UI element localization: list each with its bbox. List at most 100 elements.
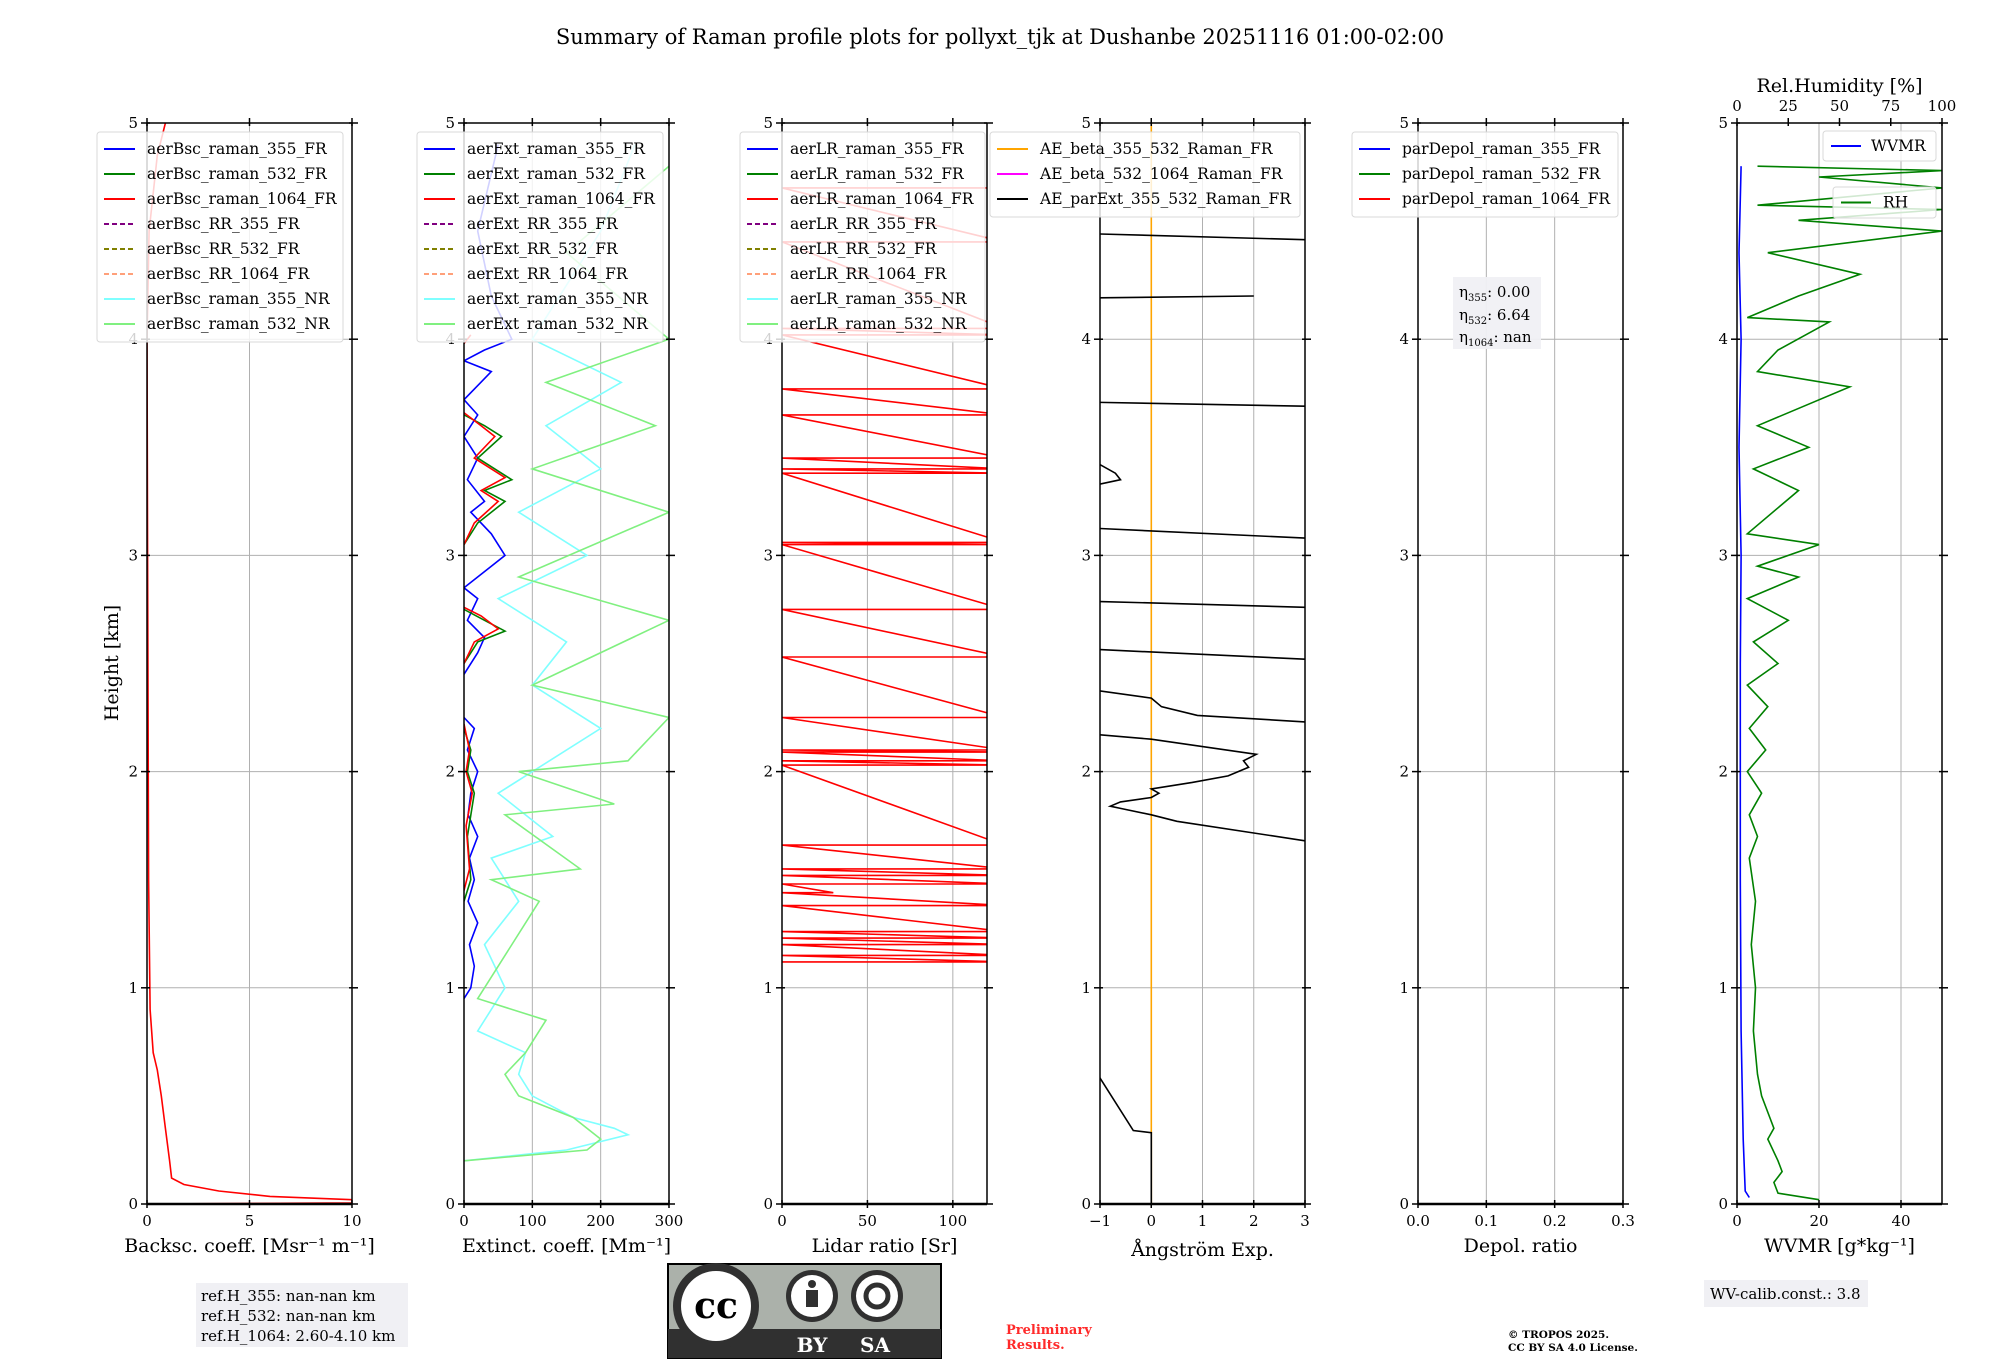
legend-label: aerExt_RR_355_FR (467, 215, 619, 233)
top-x-tick-label: 0 (1732, 97, 1742, 115)
eta-box: η355: 0.00 η532: 6.64 η1064: nan (1453, 277, 1541, 349)
legend-label: aerLR_raman_532_NR (790, 315, 968, 333)
y-tick-label: 2 (763, 763, 773, 781)
y-tick-label: 3 (763, 546, 773, 564)
legend-label: aerBsc_raman_1064_FR (147, 190, 338, 208)
x-axis-label: Depol. ratio (1464, 1235, 1578, 1257)
x-tick-label: 100 (939, 1212, 968, 1230)
legend-label: aerBsc_raman_355_NR (147, 290, 331, 308)
legend-label: aerBsc_RR_532_FR (147, 240, 301, 258)
series-line-aerExt_raman_355_NR (464, 144, 636, 1162)
legend-label: aerExt_raman_1064_FR (467, 190, 656, 208)
sa-label: SA (860, 1333, 890, 1357)
cc-by-sa-logo: cc BY SA (667, 1263, 942, 1359)
x-tick-label: −1 (1089, 1212, 1111, 1230)
panel-3: 050100012345Lidar ratio [Sr]aerLR_raman_… (739, 114, 993, 1257)
y-tick-label: 5 (445, 114, 455, 132)
y-tick-label: 0 (1718, 1195, 1728, 1213)
preliminary-note-2: Results. (1006, 1338, 1065, 1353)
panel-1: 0510012345Backsc. coeff. [Msr⁻¹ m⁻¹]aerB… (96, 114, 375, 1257)
x-tick-label: 50 (858, 1212, 877, 1230)
top-x-tick-label: 75 (1881, 97, 1900, 115)
legend-label: RH (1883, 194, 1908, 212)
y-tick-label: 3 (1081, 546, 1091, 564)
series-line-aerExt_raman_1064_FR (464, 334, 507, 891)
y-axis-label: Height [km] (101, 605, 123, 721)
legend-label: aerExt_RR_1064_FR (467, 265, 629, 283)
legend-wvmr: WVMR (1822, 130, 1937, 162)
x-tick-label: 0 (459, 1212, 469, 1230)
y-tick-label: 5 (763, 114, 773, 132)
x-tick-label: 300 (655, 1212, 684, 1230)
legend-label: aerExt_RR_532_FR (467, 240, 619, 258)
x-tick-label: 100 (518, 1212, 547, 1230)
panel-6: 0 20 40 0 25 50 75 100 Rel.Humidity [%] 0 1 2 3 4 5 WVM… (1718, 75, 1956, 1257)
y-tick-label: 5 (128, 114, 138, 132)
ref-h-532: ref.H_532: nan-nan km (201, 1307, 376, 1325)
ref-h-355: ref.H_355: nan-nan km (201, 1287, 376, 1305)
copyright-1: © TROPOS 2025. (1508, 1329, 1609, 1341)
legend-label: parDepol_raman_1064_FR (1402, 190, 1611, 208)
y-tick-label: 0 (128, 1195, 138, 1213)
y-tick-label: 0 (445, 1195, 455, 1213)
wv-calibration-constant: WV-calib.const.: 3.8 (1710, 1285, 1861, 1303)
legend: aerExt_raman_355_FR aerExt_raman_532_FRae… (416, 131, 664, 343)
x-axis-label: WVMR [g*kg⁻¹] (1764, 1235, 1915, 1257)
y-tick-label: 5 (1081, 114, 1091, 132)
series-line-AE_parExt_355_532_Raman_FR (1100, 233, 1305, 1204)
series-line-aerBsc_raman_1064_FR (147, 123, 352, 1204)
y-tick-label: 5 (1399, 114, 1409, 132)
y-tick-label: 2 (128, 763, 138, 781)
x-axis-label: Lidar ratio [Sr] (812, 1235, 958, 1257)
y-tick-label: 1 (763, 979, 773, 997)
legend: AE_beta_355_532_Raman_FR AE_beta_532_1064… (989, 131, 1301, 218)
y-tick-label: 4 (1081, 330, 1091, 348)
legend-label: aerLR_RR_532_FR (790, 240, 938, 258)
legend-label: aerBsc_RR_1064_FR (147, 265, 311, 283)
legend-label: parDepol_raman_532_FR (1402, 165, 1602, 183)
legend: parDepol_raman_355_FR parDepol_raman_532_… (1351, 131, 1619, 218)
series-line-RH (1745, 165, 1942, 1201)
x-tick-label: 0.2 (1543, 1212, 1567, 1230)
y-tick-label: 1 (1081, 979, 1091, 997)
y-tick-label: 5 (1718, 114, 1728, 132)
legend-label: aerExt_raman_355_NR (467, 290, 649, 308)
series-line-aerExt_raman_532_FR (464, 414, 514, 902)
top-x-axis-label: Rel.Humidity [%] (1756, 75, 1922, 97)
legend-label: WVMR (1871, 137, 1927, 155)
figure-title: Summary of Raman profile plots for polly… (556, 25, 1444, 49)
legend-label: aerExt_raman_532_NR (467, 315, 649, 333)
x-tick-label: 0.3 (1611, 1212, 1635, 1230)
y-tick-label: 2 (1718, 763, 1728, 781)
y-tick-label: 1 (1399, 979, 1409, 997)
legend: aerBsc_raman_355_FR aerBsc_raman_532_FRae… (96, 131, 344, 343)
x-tick-label: 0 (1146, 1212, 1156, 1230)
y-tick-label: 1 (1718, 979, 1728, 997)
y-tick-label: 2 (1399, 763, 1409, 781)
top-x-tick-label: 50 (1830, 97, 1849, 115)
x-tick-label: 5 (245, 1212, 255, 1230)
eta-355: η355: 0.00 (1459, 283, 1530, 304)
series-line-aerLR_raman_1064_FR (782, 187, 987, 963)
x-tick-label: 10 (342, 1212, 361, 1230)
legend-label: AE_beta_355_532_Raman_FR (1039, 140, 1274, 158)
eta-532: η532: 6.64 (1459, 306, 1530, 327)
legend-label: aerLR_raman_532_FR (790, 165, 965, 183)
series-line-WVMR (1738, 166, 1750, 1198)
x-axis-label: Ångström Exp. (1130, 1239, 1274, 1261)
legend-label: aerBsc_raman_355_FR (147, 140, 328, 158)
legend-label: AE_beta_532_1064_Raman_FR (1039, 165, 1284, 183)
x-tick-label: 1 (1198, 1212, 1208, 1230)
x-axis-label: Backsc. coeff. [Msr⁻¹ m⁻¹] (124, 1235, 375, 1257)
legend-label: aerLR_RR_1064_FR (790, 265, 948, 283)
x-tick-label: 20 (1809, 1212, 1828, 1230)
panel-2: 0100200300012345Extinct. coeff. [Mm⁻¹]ae… (416, 114, 684, 1257)
ref-h-1064: ref.H_1064: 2.60-4.10 km (201, 1327, 395, 1345)
x-tick-label: 2 (1249, 1212, 1259, 1230)
wv-calibration-box: WV-calib.const.: 3.8 (1704, 1280, 1868, 1307)
x-tick-label: 0 (777, 1212, 787, 1230)
eta-1064: η1064: nan (1459, 328, 1532, 349)
x-tick-label: 3 (1300, 1212, 1310, 1230)
